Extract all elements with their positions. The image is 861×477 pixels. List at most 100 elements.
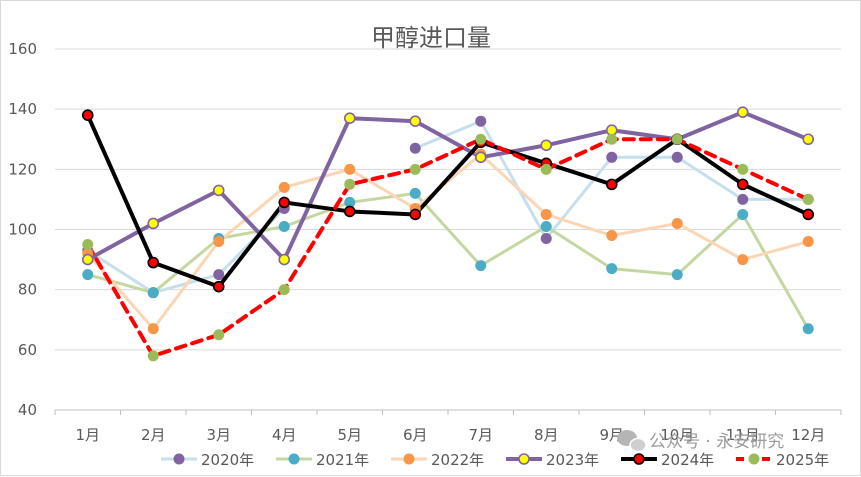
data-point	[540, 139, 553, 152]
data-point	[737, 193, 749, 205]
data-point	[475, 260, 487, 272]
legend-marker	[173, 453, 185, 465]
legend-label: 2022年	[431, 451, 484, 469]
data-point	[671, 217, 683, 229]
legend-marker	[288, 453, 300, 465]
data-point	[606, 230, 618, 242]
data-point	[474, 151, 487, 164]
data-point	[737, 208, 749, 220]
grid-lines	[54, 48, 842, 415]
x-tick-label: 10月	[660, 426, 694, 444]
legend: 2020年 2021年 2022年 2023年 2024年 2025年	[161, 451, 829, 469]
data-point	[737, 163, 749, 175]
legend-label: 2025年	[776, 451, 829, 469]
data-point	[147, 323, 159, 335]
legend-label: 2024年	[661, 451, 714, 469]
legend-label: 2020年	[201, 451, 254, 469]
data-point	[81, 109, 94, 121]
y-tick-label: 160	[8, 40, 37, 58]
data-point	[409, 187, 421, 199]
data-point	[343, 112, 356, 124]
data-point	[409, 142, 421, 154]
data-point	[147, 256, 160, 269]
data-point	[343, 205, 356, 218]
series-line	[85, 113, 811, 289]
x-tick-label: 7月	[468, 426, 493, 444]
data-point	[802, 133, 815, 146]
data-point	[409, 163, 421, 175]
data-point	[212, 184, 225, 197]
legend-label: 2023年	[546, 451, 599, 469]
y-tick-label: 120	[8, 160, 37, 178]
y-tick-label: 40	[18, 401, 37, 419]
legend-marker	[518, 453, 530, 465]
x-tick-label: 2月	[141, 426, 166, 444]
wechat-icon	[617, 430, 647, 453]
data-point	[278, 253, 291, 266]
x-tick-label: 12月	[791, 426, 825, 444]
x-tick-label: 11月	[726, 426, 760, 444]
data-point	[278, 220, 290, 232]
data-point	[81, 253, 94, 266]
data-point	[213, 269, 225, 281]
data-point	[540, 220, 552, 232]
data-point	[82, 239, 94, 251]
series-line	[86, 191, 810, 331]
data-point	[540, 233, 552, 245]
series-lines	[85, 110, 811, 358]
data-point	[606, 263, 618, 275]
chart-title: 甲醇进口量	[371, 24, 491, 52]
y-tick-label: 60	[18, 341, 37, 359]
legend-label: 2021年	[316, 451, 369, 469]
data-point	[147, 287, 159, 299]
data-point	[475, 115, 487, 127]
data-point	[409, 115, 422, 127]
data-point	[606, 151, 618, 163]
data-point	[475, 133, 487, 145]
x-tick-label: 4月	[272, 426, 297, 444]
x-tick-label: 3月	[206, 426, 231, 444]
legend-marker	[748, 453, 760, 465]
data-point	[606, 133, 618, 145]
data-point	[82, 269, 94, 281]
data-point	[344, 196, 356, 208]
data-point	[802, 208, 815, 221]
data-point	[671, 269, 683, 281]
y-tick-label: 100	[8, 221, 37, 239]
data-point	[344, 163, 356, 175]
data-point	[540, 163, 552, 175]
data-point	[147, 217, 160, 230]
series-line	[86, 152, 810, 331]
series-line	[85, 137, 811, 358]
data-point	[671, 133, 683, 145]
data-point	[213, 236, 225, 248]
data-point	[802, 323, 814, 335]
data-point	[736, 106, 749, 118]
x-tick-label: 1月	[75, 426, 100, 444]
data-point	[802, 236, 814, 248]
data-point	[147, 350, 159, 362]
data-point	[737, 254, 749, 266]
series-line	[86, 206, 286, 295]
series-markers	[81, 106, 815, 362]
y-tick-label: 140	[8, 100, 37, 118]
data-point	[605, 178, 618, 191]
data-point	[802, 193, 814, 205]
data-point	[278, 284, 290, 296]
data-point	[409, 208, 422, 221]
legend-marker	[403, 453, 415, 465]
data-point	[212, 280, 225, 293]
data-point	[540, 208, 552, 220]
watermark: 公众号 · 永安研究	[617, 430, 784, 453]
data-point	[213, 329, 225, 341]
x-tick-label: 8月	[534, 426, 559, 444]
data-point	[736, 178, 749, 191]
data-point	[605, 124, 618, 137]
x-tick-label: 5月	[337, 426, 362, 444]
watermark-text: 公众号 · 永安研究	[649, 432, 784, 452]
data-point	[671, 151, 683, 163]
legend-marker	[633, 453, 645, 465]
